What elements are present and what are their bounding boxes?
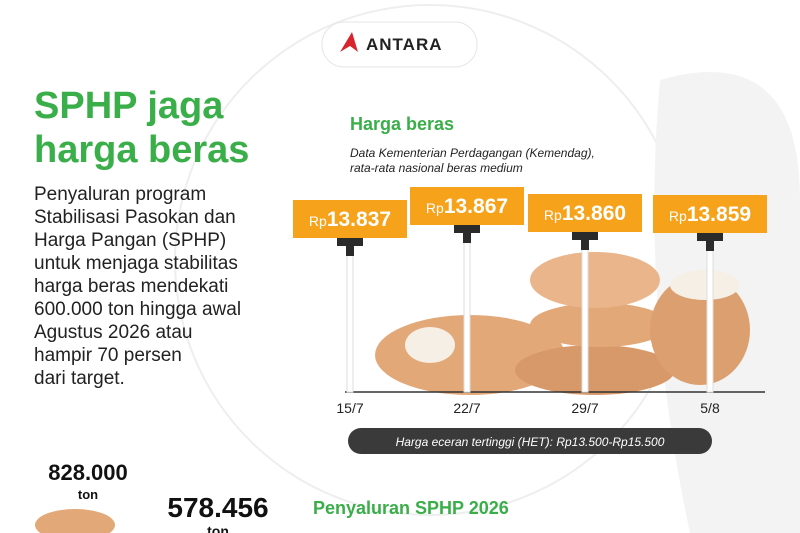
section-title: Penyaluran SPHP 2026 — [313, 498, 509, 518]
body-text: 600.000 ton hingga awal — [34, 299, 241, 320]
price-box — [528, 194, 642, 232]
pole-cap — [454, 225, 480, 233]
body-text: dari target. — [34, 368, 125, 389]
price: 13.867 — [444, 195, 508, 218]
title: SPHP jaga — [34, 85, 224, 127]
price-box — [653, 195, 767, 233]
price-box — [410, 187, 524, 225]
note-pill — [348, 428, 712, 454]
date-label: 5/8 — [700, 400, 720, 416]
body-text: untuk menjaga stabilitas — [34, 253, 238, 274]
body-text: Penyaluran program — [34, 184, 206, 205]
pole — [346, 241, 354, 393]
price-label: Rp13.860 — [544, 202, 626, 225]
chart-subtitle: Data Kementerian Perdagangan (Kemendag), — [350, 146, 595, 160]
currency: Rp — [426, 200, 444, 216]
chart-subtitle: rata-rata nasional beras medium — [350, 161, 523, 175]
stat-value: 578.456 — [167, 492, 268, 523]
pole — [706, 236, 714, 393]
rice-sacks — [375, 252, 750, 395]
body-text: Harga Pangan (SPHP) — [34, 230, 226, 251]
pole-cap — [697, 233, 723, 241]
body-text: hampir 70 persen — [34, 345, 182, 366]
price-label: Rp13.867 — [426, 195, 508, 218]
pole-cap — [346, 244, 354, 256]
pole-cap — [581, 238, 589, 250]
body-text: harga beras mendekati — [34, 276, 228, 297]
pole — [463, 228, 471, 393]
brand: ANTARA — [366, 35, 443, 54]
stat-unit: ton — [207, 523, 229, 533]
pole-cap — [706, 239, 714, 251]
pole-cap — [337, 238, 363, 246]
price: 13.837 — [327, 208, 391, 231]
price: 13.859 — [687, 203, 751, 226]
pole-cap — [463, 231, 471, 243]
pole — [581, 235, 589, 393]
price-label: Rp13.859 — [669, 203, 751, 226]
price: 13.860 — [562, 202, 626, 225]
currency: Rp — [544, 207, 562, 223]
chart-title: Harga beras — [350, 114, 454, 134]
pole-cap — [572, 232, 598, 240]
currency: Rp — [309, 213, 327, 229]
logo-badge — [321, 21, 478, 68]
stat-unit: ton — [78, 487, 98, 502]
date-label: 22/7 — [453, 400, 480, 416]
date-label: 15/7 — [336, 400, 363, 416]
note: Harga eceran tertinggi (HET): Rp13.500-R… — [396, 435, 665, 449]
sack-icon — [35, 509, 115, 533]
title: harga beras — [34, 129, 249, 171]
body-text: Stabilisasi Pasokan dan — [34, 207, 236, 228]
date-label: 29/7 — [571, 400, 598, 416]
stat-value: 828.000 — [48, 460, 128, 485]
price-box — [293, 200, 407, 238]
currency: Rp — [669, 208, 687, 224]
price-label: Rp13.837 — [309, 208, 391, 231]
logo-mark — [340, 32, 358, 52]
body-text: Agustus 2026 atau — [34, 322, 192, 343]
